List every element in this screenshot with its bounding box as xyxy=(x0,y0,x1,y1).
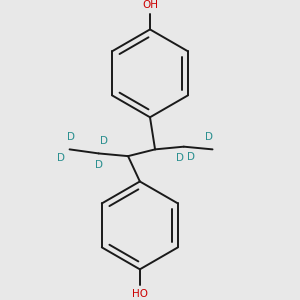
Text: D: D xyxy=(57,153,65,163)
Text: D: D xyxy=(187,152,195,162)
Text: D: D xyxy=(205,131,213,142)
Text: D: D xyxy=(67,131,75,142)
Text: D: D xyxy=(176,154,184,164)
Text: D: D xyxy=(95,160,103,170)
Text: OH: OH xyxy=(142,0,158,10)
Text: HO: HO xyxy=(132,289,148,299)
Text: D: D xyxy=(100,136,108,146)
